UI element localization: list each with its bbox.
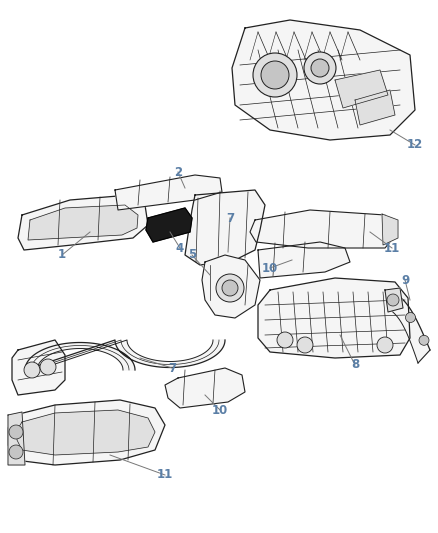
Text: 7: 7: [168, 361, 176, 375]
Polygon shape: [250, 210, 395, 248]
Circle shape: [392, 296, 402, 306]
Text: 4: 4: [176, 241, 184, 254]
Circle shape: [277, 332, 293, 348]
Circle shape: [40, 359, 56, 375]
Circle shape: [24, 362, 40, 378]
Polygon shape: [258, 242, 350, 278]
Text: 11: 11: [157, 469, 173, 481]
Circle shape: [9, 425, 23, 439]
Polygon shape: [232, 20, 415, 140]
Polygon shape: [28, 205, 138, 240]
Circle shape: [304, 52, 336, 84]
Circle shape: [297, 337, 313, 353]
Polygon shape: [335, 70, 388, 108]
Text: 5: 5: [188, 248, 196, 262]
Text: 9: 9: [401, 273, 409, 287]
Polygon shape: [18, 195, 148, 250]
Polygon shape: [115, 175, 222, 210]
Text: 11: 11: [384, 241, 400, 254]
Polygon shape: [385, 290, 430, 363]
Polygon shape: [8, 400, 165, 465]
Text: 8: 8: [351, 359, 359, 372]
Circle shape: [377, 337, 393, 353]
Polygon shape: [8, 412, 25, 465]
Polygon shape: [355, 90, 395, 125]
Polygon shape: [17, 410, 155, 455]
Polygon shape: [165, 368, 245, 408]
Text: 10: 10: [212, 403, 228, 416]
Polygon shape: [146, 208, 192, 242]
Circle shape: [311, 59, 329, 77]
Circle shape: [387, 294, 399, 306]
Polygon shape: [185, 190, 265, 265]
Polygon shape: [25, 340, 225, 370]
Circle shape: [9, 445, 23, 459]
Text: 10: 10: [262, 262, 278, 274]
Circle shape: [261, 61, 289, 89]
Circle shape: [253, 53, 297, 97]
Circle shape: [222, 280, 238, 296]
Circle shape: [216, 274, 244, 302]
Polygon shape: [385, 288, 403, 312]
Polygon shape: [12, 340, 65, 395]
Polygon shape: [202, 255, 260, 318]
Polygon shape: [382, 214, 398, 245]
Polygon shape: [258, 278, 410, 358]
Text: 1: 1: [58, 248, 66, 262]
Text: 2: 2: [174, 166, 182, 179]
Circle shape: [406, 312, 416, 322]
Text: 12: 12: [407, 139, 423, 151]
Text: 7: 7: [226, 212, 234, 224]
Circle shape: [419, 335, 429, 345]
